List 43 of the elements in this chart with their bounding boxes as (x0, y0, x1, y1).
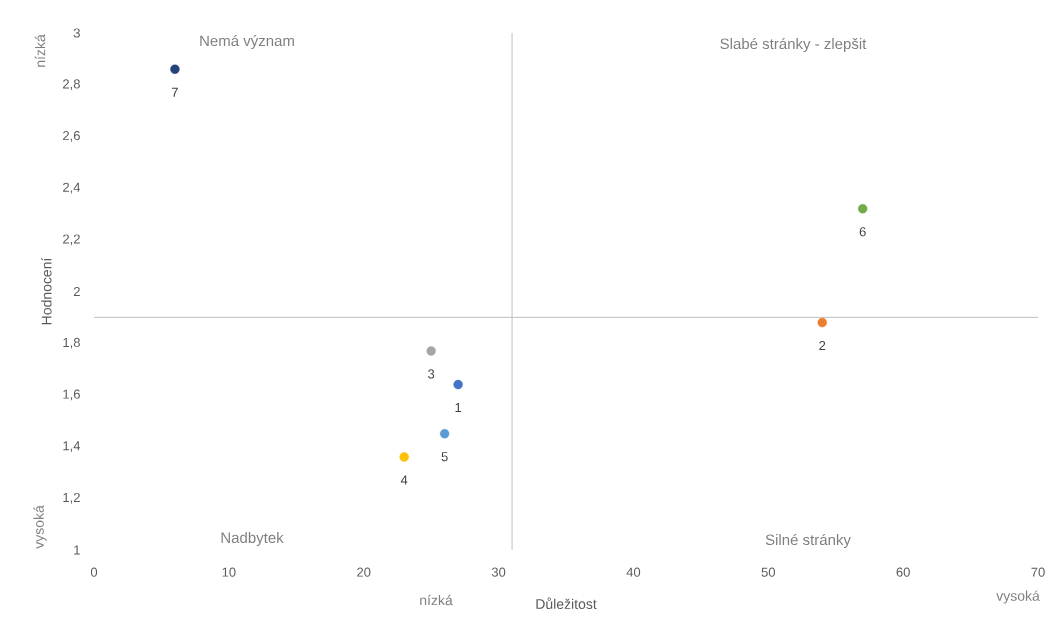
y-tick-label: 1,2 (63, 492, 80, 504)
y-tick-label: 1 (74, 545, 80, 555)
series-label: 4 (400, 475, 408, 485)
point (426, 346, 436, 356)
x-tick-label: 70 (1031, 567, 1045, 577)
text: vysoká (996, 590, 1040, 604)
point (817, 317, 827, 328)
series-label: 2 (819, 340, 826, 351)
x-tick-label: 10 (222, 567, 236, 577)
text: vysoká (33, 505, 47, 549)
point (857, 204, 868, 214)
x-tick-label: 50 (761, 567, 776, 577)
point (170, 64, 180, 74)
text: nízká (34, 34, 46, 67)
x-tick-label: 40 (626, 567, 641, 577)
y-tick-label: 1,4 (63, 441, 81, 452)
point (439, 428, 450, 439)
y-tick-label: 1,6 (63, 389, 80, 401)
y-tick-label: 1,8 (63, 337, 80, 349)
point (453, 379, 463, 390)
annotation: Slabé stránky - zlepšit (720, 37, 867, 53)
y-tick-label: 2,2 (63, 234, 80, 246)
x-tick-label: 0 (90, 567, 98, 577)
y-tick-label: 2,8 (63, 79, 80, 91)
annotation: Nemá význam (200, 34, 294, 50)
x-axis-title: Důležitost (536, 597, 597, 609)
series-label: 6 (859, 227, 866, 237)
series-label: 3 (428, 369, 435, 379)
annotation: Nadbytek (221, 532, 284, 546)
text: nízká (420, 594, 453, 606)
y-axis-title: Hodnocení (41, 257, 52, 325)
y-tick-label: 2,4 (63, 182, 81, 194)
series-label: 1 (455, 403, 462, 413)
series-label: 5 (441, 452, 448, 462)
series-label: 7 (171, 87, 178, 97)
point (399, 452, 409, 462)
x-tick-label: 30 (491, 567, 506, 577)
annotation: Silné stránky (765, 533, 851, 549)
x-tick-label: 20 (357, 567, 371, 577)
y-tick-label: 2,6 (63, 131, 80, 142)
x-tick-label: 60 (896, 567, 910, 577)
y-tick-label: 3 (73, 28, 80, 38)
y-tick-label: 2 (73, 286, 80, 297)
